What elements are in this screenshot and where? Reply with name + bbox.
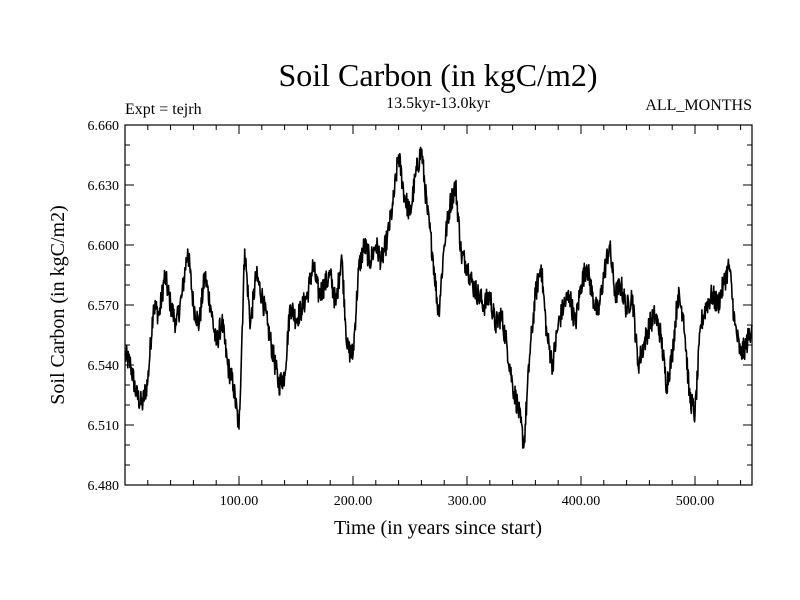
- x-axis-label: Time (in years since start): [334, 517, 542, 539]
- y-axis-label: Soil Carbon (in kgC/m2): [47, 205, 69, 404]
- y-tick-label: 6.570: [88, 299, 120, 314]
- x-tick-label: 400.00: [562, 494, 601, 509]
- series-layer: [124, 146, 753, 449]
- ticks-layer: 6.480 6.510 6.540 6.570 6.600 6.630 6.660 100.0…: [88, 119, 752, 509]
- x-tick-label: 300.00: [448, 494, 487, 509]
- months-label: ALL_MONTHS: [645, 97, 752, 114]
- y-tick-label: 6.540: [88, 359, 120, 374]
- y-tick-label: 6.660: [88, 119, 120, 134]
- y-tick-label: 6.480: [88, 479, 120, 494]
- chart-subtitle: 13.5kyr-13.0kyr: [386, 95, 490, 112]
- chart-title: Soil Carbon (in kgC/m2): [278, 57, 597, 93]
- x-tick-label: 500.00: [676, 494, 715, 509]
- x-tick-label: 100.00: [220, 494, 259, 509]
- y-tick-label: 6.600: [88, 239, 120, 254]
- soil-carbon-series-line: [124, 146, 753, 449]
- x-tick-label: 200.00: [334, 494, 373, 509]
- experiment-label: Expt = tejrh: [125, 101, 202, 118]
- y-tick-label: 6.630: [88, 179, 120, 194]
- plot-frame: [124, 124, 753, 486]
- y-tick-label: 6.510: [88, 419, 120, 434]
